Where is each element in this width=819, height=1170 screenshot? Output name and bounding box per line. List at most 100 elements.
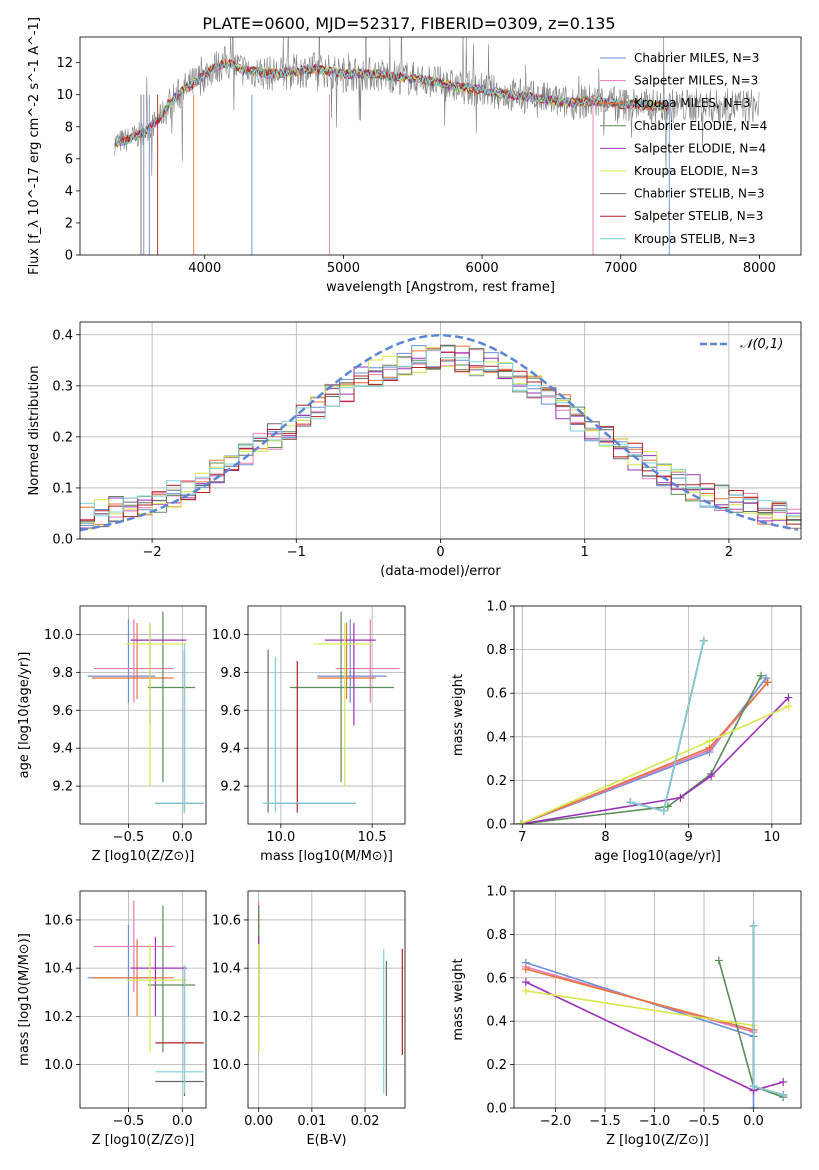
axes-frame (247, 890, 406, 1109)
plot-area (262, 611, 400, 813)
x-tick-label: 0 (436, 545, 444, 560)
y-tick-label: 10.4 (44, 962, 73, 977)
weight-marker (659, 806, 668, 815)
legend-label: Chabrier ELODIE, N=4 (634, 119, 767, 133)
axes-frame (79, 605, 207, 825)
x-tick-label: −2 (143, 545, 162, 560)
y-tick-label: 0.0 (486, 818, 507, 833)
legend-label: Chabrier MILES, N=3 (634, 51, 759, 65)
y-tick-label: 9.4 (220, 742, 241, 757)
x-axis-label: (data-model)/error (380, 564, 501, 579)
weight-marker (763, 678, 772, 687)
y-tick-label: 0.4 (52, 328, 73, 343)
weight-marker (784, 702, 793, 711)
weight-line (520, 675, 762, 824)
y-tick-label: 6 (65, 152, 73, 167)
weight-marker (521, 978, 530, 987)
x-tick-label: 0.01 (297, 1114, 326, 1129)
legend-label: Chabrier STELIB, N=3 (634, 187, 765, 201)
x-tick-label: −1 (287, 545, 306, 560)
panel-age-weight: 7 8 9 10 0.0 0.2 0.4 0.6 0.8 1.0 age [log10(age/yr… (451, 600, 802, 864)
y-tick-label: 0.2 (486, 774, 507, 789)
weight-marker (521, 986, 530, 995)
weight-line (752, 925, 784, 1096)
y-tick-label: 1.0 (486, 885, 507, 900)
x-tick-label: 2 (725, 545, 733, 560)
panel-spectrum: 4000 5000 6000 7000 8000 0 2 4 6 8 10 12 wavelength … (27, 14, 802, 295)
panel-mass-age: 10.0 10.5 9.2 9.4 9.6 9.8 10.0 mass [log10(M/M⊙… (212, 605, 406, 864)
weight-line (520, 681, 769, 824)
axes-frame (79, 890, 207, 1109)
y-axis-label: age [log10(age/yr)] (17, 652, 32, 779)
y-tick-label: 2 (65, 216, 73, 231)
y-axis-label: mass [log10(M/M⊙)] (17, 933, 32, 1066)
weight-marker (707, 772, 716, 781)
weight-line (752, 925, 784, 1096)
x-tick-label: −1.0 (639, 1114, 671, 1129)
y-axis-label: Normed distribution (27, 366, 42, 496)
y-tick-label: 0.0 (52, 533, 73, 548)
y-tick-label: 9.8 (52, 666, 73, 681)
weight-line (752, 925, 784, 1096)
x-tick-label: 8000 (743, 261, 776, 276)
plot-area (521, 921, 788, 1108)
weight-line (520, 681, 769, 824)
weight-marker (705, 737, 714, 746)
y-tick-label: 10.0 (44, 628, 73, 643)
y-tick-label: 0.8 (486, 643, 507, 658)
weight-line (630, 640, 705, 812)
weight-marker (749, 1082, 758, 1091)
y-tick-label: 0.8 (486, 928, 507, 943)
x-tick-label: 10.5 (358, 830, 387, 845)
x-tick-label: 4000 (188, 261, 221, 276)
x-tick-label: 8 (601, 830, 609, 845)
plot-area (114, 37, 760, 255)
y-tick-label: 0 (65, 249, 73, 264)
legend-label: Kroupa ELODIE, N=3 (634, 164, 758, 178)
y-axis-label: Flux [f_λ 10^-17 erg cm^-2 s^-1 A^-1] (27, 17, 42, 275)
plot-area (87, 900, 204, 1096)
y-tick-label: 10.0 (44, 1058, 73, 1073)
y-tick-label: 12 (56, 56, 73, 71)
weight-line (630, 640, 705, 812)
y-tick-label: 0.6 (486, 971, 507, 986)
legend-label: Salpeter MILES, N=3 (634, 74, 758, 88)
x-tick-label: 1 (581, 545, 589, 560)
x-tick-label: 0.0 (172, 830, 193, 845)
weight-marker (521, 965, 530, 974)
panel-z-weight: −2.0 −1.5 −1.0 −0.5 0.0 0.0 0.2 0.4 0.6 0.8 1.0 Z [… (451, 885, 802, 1148)
x-tick-label: 6000 (466, 261, 499, 276)
x-tick-label: 0.0 (743, 1114, 764, 1129)
y-tick-label: 10.0 (212, 1058, 241, 1073)
x-axis-label: Z [log10(Z/Z⊙)] (606, 1133, 709, 1148)
y-tick-label: 0.2 (486, 1058, 507, 1073)
y-tick-label: 10 (56, 88, 73, 103)
plot-area (516, 636, 793, 824)
y-tick-label: 9.2 (52, 780, 73, 795)
y-tick-label: 10.2 (212, 1010, 241, 1025)
weight-line (520, 705, 789, 824)
x-tick-label: −0.5 (113, 1114, 145, 1129)
weight-marker (676, 793, 685, 802)
gaussian-curve (80, 334, 799, 532)
x-tick-label: 9 (685, 830, 693, 845)
weight-marker (626, 798, 635, 807)
y-tick-label: 0.6 (486, 687, 507, 702)
y-axis-label: mass weight (451, 674, 466, 756)
weight-line (520, 677, 767, 824)
x-axis-label: E(B-V) (306, 1133, 346, 1148)
x-tick-label: 10 (764, 830, 781, 845)
weight-marker (749, 1104, 758, 1108)
panel-z-mass: −0.5 0.0 10.0 10.2 10.4 10.6 Z [log10(Z/Z⊙)] ma… (17, 890, 207, 1148)
legend: Chabrier MILES, N=3 Salpeter MILES, N=3 Kr… (600, 51, 767, 246)
y-axis-label: mass weight (451, 958, 466, 1040)
weight-marker (779, 1077, 788, 1086)
weight-marker (779, 1090, 788, 1099)
legend-label: 𝒩(0,1) (740, 337, 783, 352)
panel-ebv-mass: 0.00 0.01 0.02 10.0 10.2 10.4 10.6 E(B-V) (212, 890, 406, 1148)
axes-frame (513, 605, 802, 825)
legend-label: Kroupa STELIB, N=3 (634, 232, 756, 246)
y-tick-label: 1.0 (486, 600, 507, 615)
y-tick-label: 10.0 (212, 628, 241, 643)
